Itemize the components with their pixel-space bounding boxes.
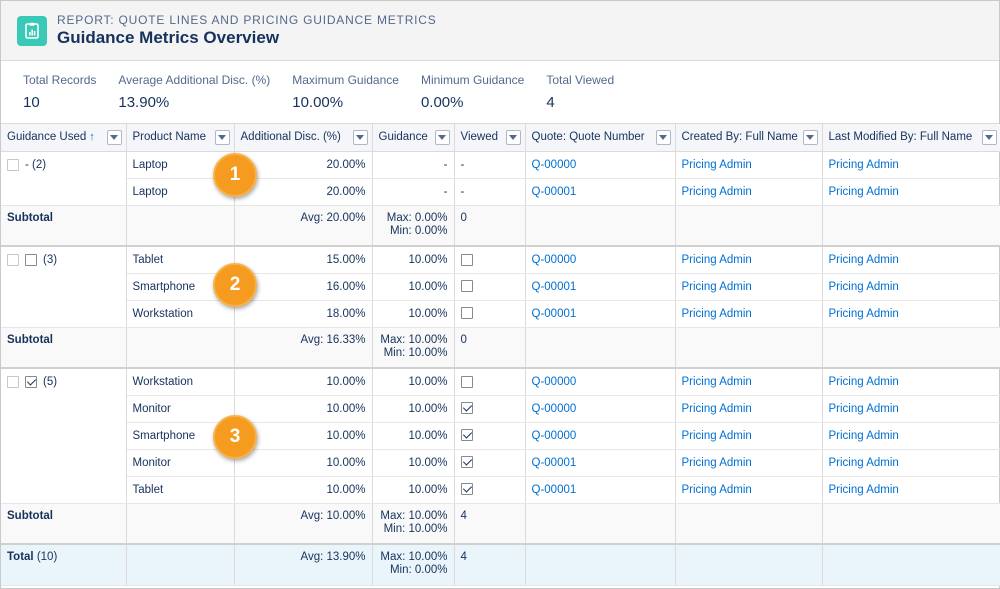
user-link[interactable]: Pricing Admin bbox=[828, 456, 899, 469]
col-quote-number[interactable]: Quote: Quote Number bbox=[525, 124, 676, 152]
total-row: Total (10) Avg: 13.90% Max: 10.00% Min: 0… bbox=[1, 544, 1000, 586]
report-icon bbox=[17, 15, 47, 46]
group-select-checkbox[interactable] bbox=[7, 254, 19, 266]
column-menu-icon[interactable] bbox=[981, 130, 997, 145]
table-row: Tablet 10.00% 10.00% Q-00001 Pricing Adm… bbox=[1, 476, 1000, 504]
subtotal-row: Subtotal Avg: 10.00% Max: 10.00% Min: 10.… bbox=[1, 503, 1000, 545]
report-header: REPORT: QUOTE LINES AND PRICING GUIDANCE… bbox=[1, 1, 999, 61]
user-link[interactable]: Pricing Admin bbox=[681, 185, 752, 198]
quote-link[interactable]: Q-00000 bbox=[531, 375, 577, 388]
viewed-checked-icon bbox=[460, 402, 473, 415]
quote-link[interactable]: Q-00000 bbox=[531, 402, 577, 415]
column-menu-icon[interactable] bbox=[434, 130, 450, 145]
user-link[interactable]: Pricing Admin bbox=[681, 280, 752, 293]
summary-metrics: Total Records 10 Average Additional Disc… bbox=[1, 61, 999, 124]
guidance-unchecked-icon bbox=[25, 254, 37, 266]
user-link[interactable]: Pricing Admin bbox=[681, 158, 752, 171]
column-menu-icon[interactable] bbox=[214, 130, 230, 145]
user-link[interactable]: Pricing Admin bbox=[681, 307, 752, 320]
table-row: Laptop 20.00% - - Q-00001 Pricing Admin … bbox=[1, 178, 1000, 206]
column-menu-icon[interactable] bbox=[655, 130, 671, 145]
column-menu-icon[interactable] bbox=[106, 130, 122, 145]
user-link[interactable]: Pricing Admin bbox=[681, 429, 752, 442]
table-row: Workstation 18.00% 10.00% Q-00001 Pricin… bbox=[1, 300, 1000, 328]
table-row: Smartphone 16.00% 10.00% Q-00001 Pricing… bbox=[1, 273, 1000, 301]
user-link[interactable]: Pricing Admin bbox=[828, 253, 899, 266]
metric-total-viewed: Total Viewed 4 bbox=[546, 73, 615, 111]
header-row: Guidance Used ↑ Product Name Additional D… bbox=[1, 124, 1000, 152]
metric-total-records: Total Records 10 bbox=[23, 73, 97, 111]
quote-link[interactable]: Q-00000 bbox=[531, 253, 577, 266]
group-select-checkbox[interactable] bbox=[7, 158, 19, 171]
quote-link[interactable]: Q-00001 bbox=[531, 280, 577, 293]
quote-link[interactable]: Q-00001 bbox=[531, 456, 577, 469]
column-menu-icon[interactable] bbox=[505, 130, 521, 145]
report-type-label: REPORT: QUOTE LINES AND PRICING GUIDANCE… bbox=[57, 13, 437, 27]
group-cell: (5) bbox=[1, 368, 127, 504]
table-row: (3) Tablet 15.00% 10.00% Q-00000 Pricing… bbox=[1, 246, 1000, 328]
table-row: (5) Workstation 10.00% 10.00% Q-00000 Pr… bbox=[1, 368, 1000, 504]
metric-average-discount: Average Additional Disc. (%) 13.90% bbox=[118, 73, 271, 111]
group-cell: - (2) bbox=[1, 151, 127, 206]
user-link[interactable]: Pricing Admin bbox=[828, 375, 899, 388]
user-link[interactable]: Pricing Admin bbox=[828, 429, 899, 442]
viewed-checked-icon bbox=[460, 429, 473, 442]
quote-link[interactable]: Q-00001 bbox=[531, 307, 577, 320]
viewed-unchecked-icon bbox=[460, 375, 473, 388]
viewed-unchecked-icon bbox=[460, 253, 473, 266]
user-link[interactable]: Pricing Admin bbox=[828, 158, 899, 171]
col-viewed[interactable]: Viewed bbox=[454, 124, 526, 152]
user-link[interactable]: Pricing Admin bbox=[681, 253, 752, 266]
quote-link[interactable]: Q-00001 bbox=[531, 483, 577, 496]
user-link[interactable]: Pricing Admin bbox=[681, 402, 752, 415]
viewed-checked-icon bbox=[460, 483, 473, 496]
guidance-checked-icon bbox=[25, 376, 37, 388]
col-created-by[interactable]: Created By: Full Name bbox=[675, 124, 823, 152]
table-row: Smartphone 10.00% 10.00% Q-00000 Pricing… bbox=[1, 422, 1000, 450]
group-cell: (3) bbox=[1, 246, 127, 328]
callout-badge-1: 1 bbox=[213, 153, 257, 197]
col-last-modified-by[interactable]: Last Modified By: Full Name bbox=[822, 124, 1000, 152]
column-menu-icon[interactable] bbox=[352, 130, 368, 145]
callout-badge-2: 2 bbox=[213, 263, 257, 307]
subtotal-row: Subtotal Avg: 16.33% Max: 10.00% Min: 10.… bbox=[1, 327, 1000, 369]
viewed-unchecked-icon bbox=[460, 280, 473, 293]
user-link[interactable]: Pricing Admin bbox=[828, 402, 899, 415]
viewed-unchecked-icon bbox=[460, 307, 473, 320]
col-guidance[interactable]: Guidance bbox=[372, 124, 455, 152]
metric-maximum-guidance: Maximum Guidance 10.00% bbox=[292, 73, 399, 111]
col-product-name[interactable]: Product Name bbox=[126, 124, 235, 152]
callout-badge-3: 3 bbox=[213, 415, 257, 459]
quote-link[interactable]: Q-00000 bbox=[531, 158, 577, 171]
group-select-checkbox[interactable] bbox=[7, 376, 19, 388]
viewed-checked-icon bbox=[460, 456, 473, 469]
user-link[interactable]: Pricing Admin bbox=[828, 483, 899, 496]
user-link[interactable]: Pricing Admin bbox=[828, 307, 899, 320]
table-row: Monitor 10.00% 10.00% Q-00000 Pricing Ad… bbox=[1, 395, 1000, 423]
quote-link[interactable]: Q-00001 bbox=[531, 185, 577, 198]
user-link[interactable]: Pricing Admin bbox=[828, 185, 899, 198]
metric-minimum-guidance: Minimum Guidance 0.00% bbox=[420, 73, 525, 111]
col-guidance-used[interactable]: Guidance Used ↑ bbox=[1, 124, 127, 152]
table-row: - (2) Laptop 20.00% - - Q-00000 Pricing … bbox=[1, 151, 1000, 206]
user-link[interactable]: Pricing Admin bbox=[681, 375, 752, 388]
user-link[interactable]: Pricing Admin bbox=[828, 280, 899, 293]
column-menu-icon[interactable] bbox=[802, 130, 818, 145]
col-additional-disc[interactable]: Additional Disc. (%) bbox=[234, 124, 373, 152]
sort-ascending-icon[interactable]: ↑ bbox=[89, 131, 95, 144]
page-title: Guidance Metrics Overview bbox=[57, 28, 280, 47]
user-link[interactable]: Pricing Admin bbox=[681, 483, 752, 496]
subtotal-row: Subtotal Avg: 20.00% Max: 0.00% Min: 0.00… bbox=[1, 205, 1000, 247]
table-row: Monitor 10.00% 10.00% Q-00001 Pricing Ad… bbox=[1, 449, 1000, 477]
quote-link[interactable]: Q-00000 bbox=[531, 429, 577, 442]
user-link[interactable]: Pricing Admin bbox=[681, 456, 752, 469]
report-table: Guidance Used ↑ Product Name Additional D… bbox=[1, 124, 1000, 586]
